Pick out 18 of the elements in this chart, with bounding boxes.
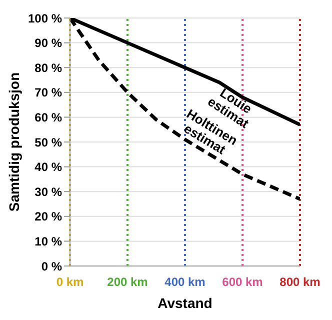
y-tick-label: 50 %: [34, 135, 62, 150]
x-tick-label: 400 km: [164, 275, 206, 289]
y-tick-label: 0 %: [41, 259, 62, 274]
x-axis-title: Avstand: [158, 295, 212, 311]
y-tick-label: 90 %: [34, 36, 62, 50]
y-tick-label: 60 %: [34, 110, 62, 124]
y-tick-label: 80 %: [34, 60, 62, 75]
x-tick-label: 0 km: [56, 275, 84, 289]
y-tick-label: 70 %: [34, 86, 62, 100]
y-tick-label: 20 %: [34, 210, 62, 224]
y-tick-label: 10 %: [34, 234, 62, 248]
x-tick-label: 800 km: [280, 275, 320, 289]
x-tick-label: 200 km: [107, 275, 148, 289]
y-tick-label: 40 %: [34, 160, 62, 174]
y-axis-title: Samtidig produksjon: [6, 72, 22, 212]
y-tick-label: 30 %: [34, 184, 62, 199]
y-tick-label: 100 %: [28, 11, 62, 26]
x-tick-label: 600 km: [222, 275, 263, 289]
